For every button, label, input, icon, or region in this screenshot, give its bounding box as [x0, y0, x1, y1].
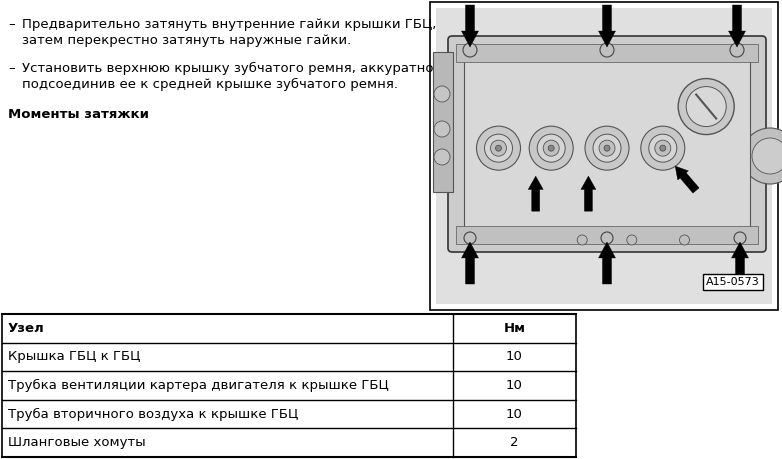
- Circle shape: [640, 126, 685, 170]
- Circle shape: [485, 134, 512, 162]
- Circle shape: [434, 149, 450, 165]
- Circle shape: [537, 134, 565, 162]
- Circle shape: [585, 126, 629, 170]
- Circle shape: [649, 134, 676, 162]
- Circle shape: [599, 140, 615, 156]
- Text: Шланговые хомуты: Шланговые хомуты: [8, 436, 145, 449]
- Polygon shape: [581, 176, 596, 211]
- Circle shape: [742, 128, 782, 184]
- Text: –: –: [8, 18, 15, 31]
- Bar: [2, 314, 576, 457]
- Circle shape: [604, 145, 610, 151]
- Polygon shape: [598, 242, 615, 284]
- Circle shape: [434, 86, 450, 102]
- Circle shape: [660, 145, 665, 151]
- Circle shape: [463, 43, 477, 57]
- Bar: [433, 52, 453, 192]
- Text: 10: 10: [506, 379, 522, 392]
- Circle shape: [752, 138, 782, 174]
- Circle shape: [490, 140, 507, 156]
- Polygon shape: [461, 242, 479, 284]
- Circle shape: [680, 235, 690, 245]
- Text: Трубка вентиляции картера двигателя к крышке ГБЦ: Трубка вентиляции картера двигателя к кр…: [8, 379, 389, 392]
- Circle shape: [593, 134, 621, 162]
- Text: Нм: Нм: [504, 322, 526, 335]
- FancyBboxPatch shape: [448, 36, 766, 252]
- Circle shape: [601, 232, 613, 244]
- Text: Предварительно затянуть внутренние гайки крышки ГБЦ,: Предварительно затянуть внутренние гайки…: [22, 18, 436, 31]
- Polygon shape: [598, 5, 615, 47]
- Circle shape: [529, 126, 573, 170]
- Text: 2: 2: [510, 436, 518, 449]
- Circle shape: [548, 145, 554, 151]
- Text: затем перекрестно затянуть наружные гайки.: затем перекрестно затянуть наружные гайк…: [22, 34, 351, 47]
- Bar: [430, 2, 778, 310]
- Text: 10: 10: [506, 408, 522, 420]
- Circle shape: [434, 121, 450, 137]
- Text: Установить верхнюю крышку зубчатого ремня, аккуратно: Установить верхнюю крышку зубчатого ремн…: [22, 62, 433, 75]
- Circle shape: [655, 140, 671, 156]
- Circle shape: [686, 87, 726, 127]
- Text: Узел: Узел: [8, 322, 45, 335]
- Text: подсоединив ее к средней крышке зубчатого ремня.: подсоединив ее к средней крышке зубчатог…: [22, 78, 398, 91]
- Text: Крышка ГБЦ к ГБЦ: Крышка ГБЦ к ГБЦ: [8, 350, 141, 364]
- Circle shape: [730, 43, 744, 57]
- Polygon shape: [731, 242, 748, 284]
- Circle shape: [577, 235, 587, 245]
- Circle shape: [600, 43, 614, 57]
- Polygon shape: [461, 5, 479, 47]
- Circle shape: [734, 232, 746, 244]
- Text: Труба вторичного воздуха к крышке ГБЦ: Труба вторичного воздуха к крышке ГБЦ: [8, 408, 298, 420]
- Text: Моменты затяжки: Моменты затяжки: [8, 108, 149, 121]
- Circle shape: [464, 232, 476, 244]
- Bar: [456, 44, 758, 62]
- Circle shape: [627, 235, 637, 245]
- Circle shape: [543, 140, 559, 156]
- Bar: [436, 8, 772, 304]
- Polygon shape: [675, 166, 699, 193]
- Text: 10: 10: [506, 350, 522, 364]
- Polygon shape: [528, 176, 543, 211]
- Bar: [464, 54, 750, 234]
- Circle shape: [678, 78, 734, 134]
- Bar: [456, 226, 758, 244]
- Circle shape: [496, 145, 501, 151]
- Polygon shape: [729, 5, 745, 47]
- Circle shape: [476, 126, 521, 170]
- Text: A15-0573: A15-0573: [706, 277, 760, 287]
- Text: –: –: [8, 62, 15, 75]
